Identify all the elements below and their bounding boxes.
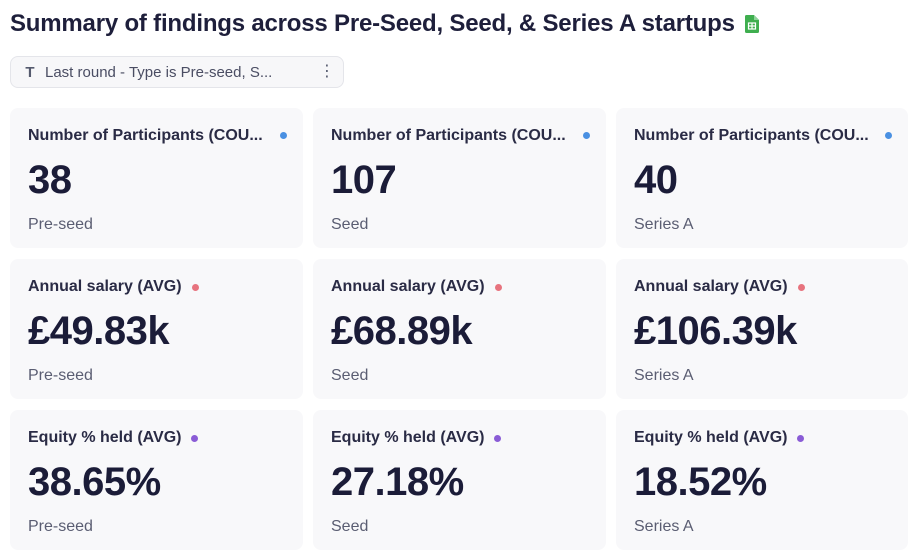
card-subtitle: Pre-seed: [28, 367, 93, 384]
card-label: Annual salary (AVG): [634, 278, 788, 295]
card-subtitle: Pre-seed: [28, 518, 93, 535]
summary-card[interactable]: Number of Participants (COU... 38 Pre-se…: [10, 108, 303, 248]
page-title: Summary of findings across Pre-Seed, See…: [10, 10, 735, 37]
card-value: 38.65%: [28, 460, 161, 504]
series-dot-icon: [191, 283, 199, 291]
card-label: Equity % held (AVG): [331, 429, 485, 446]
card-label: Equity % held (AVG): [634, 429, 788, 446]
series-dot-icon: [797, 283, 805, 291]
summary-card[interactable]: Annual salary (AVG) £106.39k Series A: [616, 259, 908, 399]
text-type-icon: T: [25, 63, 35, 81]
card-value: £49.83k: [28, 309, 170, 353]
card-label: Number of Participants (COU...: [28, 127, 263, 144]
card-value: 27.18%: [331, 460, 464, 504]
card-subtitle: Seed: [331, 518, 369, 535]
series-dot-icon: [494, 434, 502, 442]
series-dot-icon: [280, 132, 287, 139]
series-dot-icon: [191, 434, 199, 442]
card-subtitle: Series A: [634, 518, 694, 535]
more-vertical-icon[interactable]: ⋮: [319, 63, 335, 80]
card-label: Annual salary (AVG): [331, 278, 485, 295]
card-value: 18.52%: [634, 460, 767, 504]
card-subtitle: Seed: [331, 367, 369, 384]
card-value: £68.89k: [331, 309, 473, 353]
card-value: 40: [634, 158, 678, 202]
summary-card[interactable]: Annual salary (AVG) £49.83k Pre-seed: [10, 259, 303, 399]
summary-card[interactable]: Number of Participants (COU... 40 Series…: [616, 108, 908, 248]
spreadsheet-icon[interactable]: [744, 15, 759, 33]
header: Summary of findings across Pre-Seed, See…: [10, 10, 759, 38]
summary-card-grid: Number of Participants (COU... 38 Pre-se…: [10, 108, 908, 550]
series-dot-icon: [797, 434, 805, 442]
card-label: Equity % held (AVG): [28, 429, 182, 446]
summary-card[interactable]: Equity % held (AVG) 27.18% Seed: [313, 410, 606, 550]
card-value: 38: [28, 158, 72, 202]
filter-text: Last round - Type is Pre-seed, S...: [45, 63, 273, 81]
card-value: 107: [331, 158, 397, 202]
series-dot-icon: [885, 132, 892, 139]
series-dot-icon: [494, 283, 502, 291]
filter-chip[interactable]: T Last round - Type is Pre-seed, S... ⋮: [10, 56, 344, 88]
summary-card[interactable]: Annual salary (AVG) £68.89k Seed: [313, 259, 606, 399]
card-label: Annual salary (AVG): [28, 278, 182, 295]
card-value: £106.39k: [634, 309, 797, 353]
card-subtitle: Series A: [634, 367, 694, 384]
summary-card[interactable]: Equity % held (AVG) 18.52% Series A: [616, 410, 908, 550]
series-dot-icon: [583, 132, 590, 139]
card-label: Number of Participants (COU...: [331, 127, 566, 144]
card-subtitle: Seed: [331, 216, 369, 233]
card-subtitle: Series A: [634, 216, 694, 233]
card-label: Number of Participants (COU...: [634, 127, 869, 144]
card-subtitle: Pre-seed: [28, 216, 93, 233]
summary-card[interactable]: Equity % held (AVG) 38.65% Pre-seed: [10, 410, 303, 550]
summary-card[interactable]: Number of Participants (COU... 107 Seed: [313, 108, 606, 248]
